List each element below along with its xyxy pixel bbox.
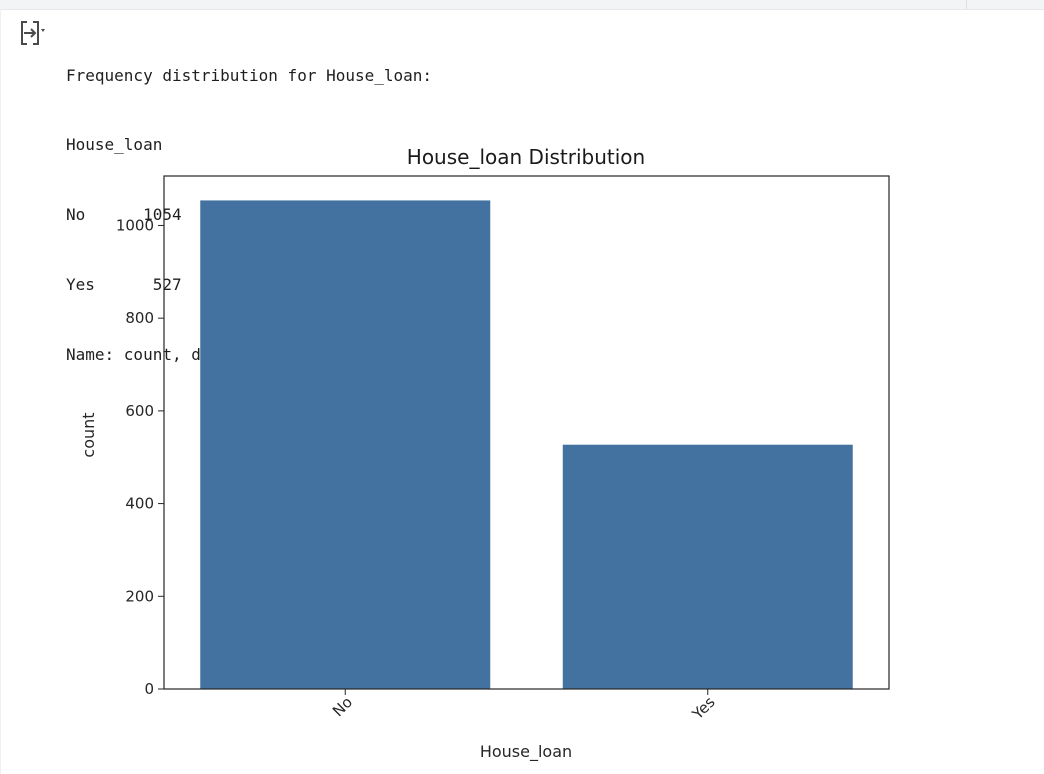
- y-tick-label: 1000: [116, 216, 154, 234]
- output-header-line: Frequency distribution for House_loan:: [66, 65, 433, 85]
- bar-chart-svg: House_loan Distribution No Yes 0 200 400 600 8…: [79, 145, 890, 762]
- output-row-yes: Yes 527: [66, 275, 182, 295]
- y-tick-label: 600: [125, 402, 154, 420]
- x-tick-label: Yes: [688, 693, 719, 724]
- top-bar-divider: [966, 0, 967, 9]
- y-tick-label: 0: [144, 680, 154, 698]
- output-toggle-icon[interactable]: [19, 19, 49, 47]
- bar-chart-figure: House_loan Distribution No Yes 0 200 400 600 8…: [60, 140, 940, 770]
- cell-output-text: Frequency distribution for House_loan: H…: [66, 17, 432, 390]
- cell-top-bar: [0, 0, 1044, 10]
- x-axis-label: House_loan: [480, 742, 572, 762]
- y-tick-label: 800: [125, 309, 154, 327]
- output-row-no: No 1054: [66, 205, 182, 225]
- bar-yes: [562, 444, 853, 689]
- y-axis-label: count: [79, 412, 98, 457]
- chart-title: House_loan Distribution: [407, 145, 645, 169]
- plot-area: No Yes 0 200 400 600 800 1000: [116, 175, 890, 724]
- cell-left-rail: [0, 9, 1, 774]
- bar-no: [200, 200, 491, 689]
- y-tick-label: 200: [125, 587, 154, 605]
- x-tick-label: No: [329, 693, 356, 720]
- output-index-name-line: House_loan: [66, 135, 163, 155]
- plot-frame: [163, 175, 890, 690]
- y-tick-label: 400: [125, 495, 154, 513]
